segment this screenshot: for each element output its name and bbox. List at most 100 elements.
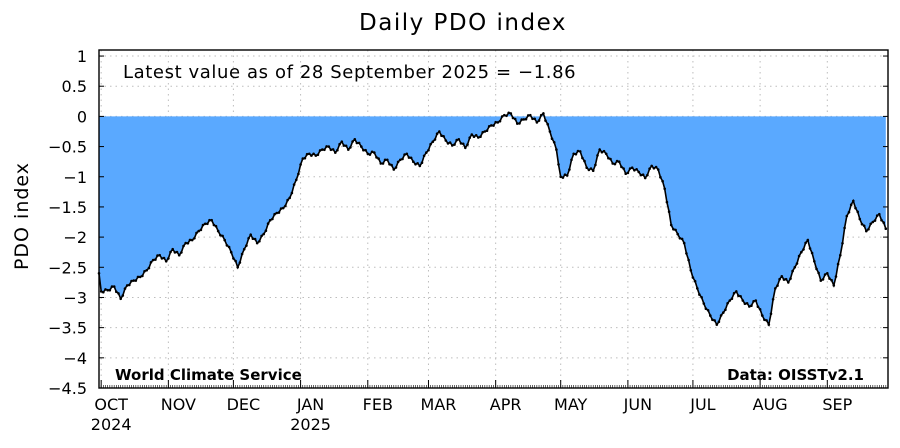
data-point: [841, 242, 844, 245]
y-tick-label: −0.5: [48, 138, 87, 157]
data-point: [379, 162, 383, 165]
data-point: [318, 149, 322, 152]
data-point: [782, 278, 786, 281]
data-point: [763, 318, 766, 322]
data-point: [813, 260, 816, 263]
data-point: [676, 232, 679, 236]
data-point: [134, 279, 138, 282]
y-tick-label: −4: [63, 349, 87, 368]
data-point: [453, 143, 456, 146]
data-point: [873, 219, 877, 222]
data-point: [613, 162, 617, 166]
data-point: [156, 254, 159, 257]
data-point: [518, 122, 521, 125]
data-point: [600, 150, 604, 154]
data-point: [585, 166, 588, 169]
data-point: [594, 163, 597, 167]
data-point: [641, 173, 645, 176]
data-point: [271, 217, 274, 221]
x-month-label: FEB: [363, 395, 393, 414]
data-point: [507, 111, 511, 115]
data-point: [587, 168, 591, 172]
y-tick-label: −1: [63, 168, 87, 187]
data-point: [823, 273, 827, 276]
plot-area: 1 0.5 0 −0.5 −1 −1.5 −2 −2.5 −3 −3.5 −4 −4.5 OCT2024…: [48, 47, 889, 434]
data-point: [568, 168, 571, 171]
data-point: [505, 114, 508, 118]
data-point: [186, 242, 190, 245]
data-point: [511, 116, 515, 120]
data-point: [678, 237, 682, 240]
data-point: [802, 248, 805, 251]
data-point: [743, 302, 747, 306]
data-point: [147, 266, 151, 270]
data-point: [381, 162, 385, 165]
data-point: [570, 158, 573, 162]
data-point: [726, 302, 729, 305]
data-point: [485, 129, 489, 132]
data-point: [637, 170, 640, 174]
data-point: [308, 152, 311, 156]
data-point: [442, 135, 445, 138]
data-point: [399, 158, 402, 162]
data-point: [774, 287, 777, 290]
data-point: [882, 221, 885, 224]
data-point: [169, 250, 172, 254]
data-point: [479, 135, 482, 138]
data-point: [617, 160, 621, 163]
data-point: [160, 257, 164, 260]
x-month-label: JUL: [689, 395, 715, 414]
data-point: [730, 297, 734, 301]
data-point: [106, 288, 109, 292]
data-point: [559, 175, 562, 179]
data-point: [362, 148, 365, 152]
data-point: [737, 294, 740, 298]
credit-world-climate-service: World Climate Service: [115, 366, 302, 384]
data-point: [225, 244, 229, 247]
x-month-label: DEC: [227, 395, 261, 414]
data-point: [136, 275, 140, 279]
data-point: [650, 164, 653, 168]
data-point: [867, 228, 870, 231]
data-point: [602, 149, 606, 153]
data-point: [500, 115, 504, 118]
data-point: [765, 319, 768, 322]
data-point: [286, 198, 289, 202]
data-point: [279, 207, 283, 210]
data-point: [238, 261, 242, 264]
data-point: [251, 237, 255, 240]
data-point: [572, 152, 575, 156]
data-point: [793, 266, 797, 269]
data-point: [735, 290, 738, 293]
x-month-label: MAR: [421, 395, 457, 414]
data-point: [771, 298, 775, 301]
data-point: [615, 159, 619, 163]
y-tick-label: −1.5: [48, 198, 87, 217]
data-point: [249, 233, 252, 236]
x-month-label: APR: [490, 395, 522, 414]
data-point: [457, 138, 461, 141]
data-point: [247, 237, 250, 240]
data-point: [706, 309, 710, 312]
data-point: [732, 291, 736, 295]
data-point: [268, 218, 272, 222]
data-point: [639, 173, 643, 177]
data-point: [856, 210, 859, 214]
data-point: [598, 148, 601, 151]
data-point: [496, 121, 500, 124]
data-point: [303, 156, 307, 160]
data-point: [878, 212, 881, 216]
data-point: [869, 222, 872, 226]
data-point: [334, 151, 337, 154]
data-point: [852, 199, 855, 203]
data-point: [281, 206, 285, 210]
data-point: [301, 157, 305, 160]
data-point: [347, 148, 350, 151]
data-point: [383, 158, 387, 162]
data-point: [336, 148, 339, 152]
data-point: [656, 168, 660, 171]
data-point: [117, 292, 120, 295]
data-point: [880, 218, 883, 222]
data-point: [503, 113, 506, 117]
data-point: [119, 297, 122, 301]
